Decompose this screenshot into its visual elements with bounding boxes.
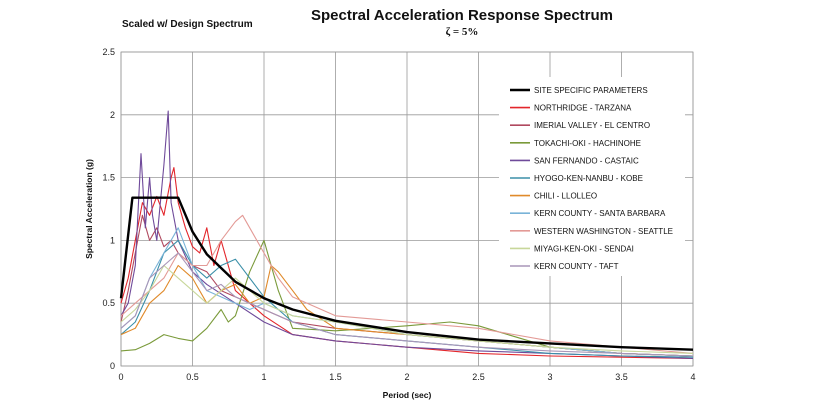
legend-label: SITE SPECIFIC PARAMETERS [534,86,648,95]
y-axis-label: Spectral Acceleration (g) [84,159,94,259]
x-tick-label: 1 [261,372,266,382]
series-line-8 [120,214,694,354]
legend-label: SAN FERNANDO - CASTAIC [534,156,639,165]
y-tick-label: 1.5 [102,173,115,183]
y-tick-label: 0 [110,361,115,371]
legend-label: WESTERN WASHINGTON - SEATTLE [534,227,673,236]
x-tick-label: 2.5 [472,372,485,382]
series-line-3 [120,239,694,357]
y-tick-label: 0.5 [102,298,115,308]
legend-label: IMERIAL VALLEY - EL CENTRO [534,121,650,130]
legend-label: TOKACHI-OKI - HACHINOHE [534,139,641,148]
legend-label: KERN COUNTY - SANTA BARBARA [534,209,666,218]
series-lines [119,110,694,360]
y-tick-label: 2.5 [102,47,115,57]
chart-note: Scaled w/ Design Spectrum [122,19,253,30]
legend-label: CHILI - LLOLLEO [534,192,597,201]
legend-label: HYOGO-KEN-NANBU - KOBE [534,174,643,183]
legend: SITE SPECIFIC PARAMETERS NORTHRIDGE - TAR… [499,77,685,276]
x-tick-label: 0 [118,372,123,382]
x-axis-label: Period (sec) [383,390,432,400]
x-tick-label: 2 [404,372,409,382]
x-tick-labels: 0 0.5 1 1.5 2 2.5 3 3.5 4 [118,372,695,382]
y-tick-label: 2 [110,110,115,120]
x-tick-label: 0.5 [186,372,199,382]
chart-subtitle: ζ = 5% [446,26,479,38]
x-tick-label: 4 [690,372,695,382]
x-tick-label: 1.5 [329,372,342,382]
x-tick-label: 3 [547,372,552,382]
series-line-9 [120,264,694,354]
legend-label: KERN COUNTY - TAFT [534,262,619,271]
legend-label: NORTHRIDGE - TARZANA [534,104,632,113]
y-tick-label: 1 [110,235,115,245]
series-line-10 [120,252,694,357]
legend-label: MIYAGI-KEN-OKI - SENDAI [534,244,634,253]
plot-frame [120,51,694,367]
chart-title: Spectral Acceleration Response Spectrum [311,7,613,24]
x-tick-label: 3.5 [615,372,628,382]
series-line-0 [119,196,694,351]
y-tick-labels: 0 0.5 1 1.5 2 2.5 [102,47,115,371]
legend-box [499,77,685,276]
